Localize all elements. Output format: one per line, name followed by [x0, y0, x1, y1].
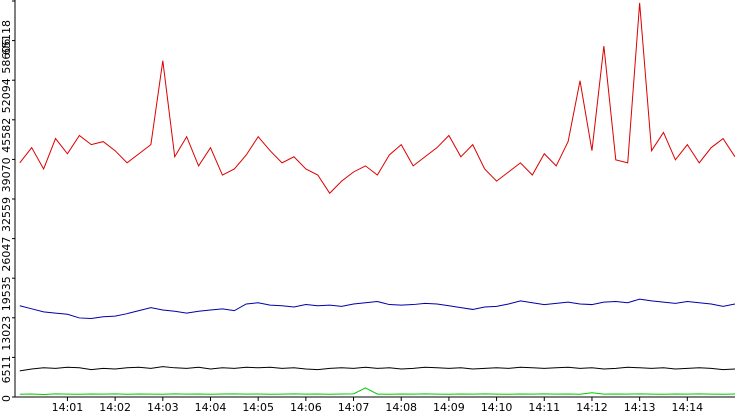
x-tick-label: 14:03	[147, 401, 179, 414]
series-line	[19, 366, 735, 372]
x-tick-label: 14:06	[290, 401, 322, 414]
x-tick-label: 14:14	[671, 401, 703, 414]
series-line	[19, 298, 735, 320]
y-tick-label: 26047	[0, 237, 13, 272]
series-line	[19, 387, 735, 395]
y-tick-label: 6511	[0, 355, 13, 383]
x-tick-label: 14:05	[242, 401, 274, 414]
y-tick-label: 52094	[0, 78, 13, 113]
y-tick-label: 45582	[0, 118, 13, 153]
y-tick-label: 13023	[0, 316, 13, 351]
y-tick-label: 39070	[0, 157, 13, 192]
x-tick-label: 14:02	[99, 401, 131, 414]
series-line	[19, 2, 735, 195]
y-tick-label: 19535	[0, 276, 13, 311]
y-tick-label: 32559	[0, 197, 13, 232]
x-tick-label: 14:13	[624, 401, 656, 414]
x-tick-label: 14:04	[195, 401, 227, 414]
x-tick-label: 14:08	[385, 401, 417, 414]
x-tick-label: 14:09	[433, 401, 465, 414]
x-tick-label: 14:10	[481, 401, 513, 414]
x-tick-label: 14:01	[52, 401, 84, 414]
y-tick-label: 58606	[0, 39, 13, 74]
x-tick-label: 14:11	[528, 401, 560, 414]
y-tick-label: 0	[0, 395, 13, 402]
y-tick-label: 65118	[0, 20, 13, 55]
x-tick-label: 14:12	[576, 401, 608, 414]
x-tick-label: 14:07	[338, 401, 370, 414]
